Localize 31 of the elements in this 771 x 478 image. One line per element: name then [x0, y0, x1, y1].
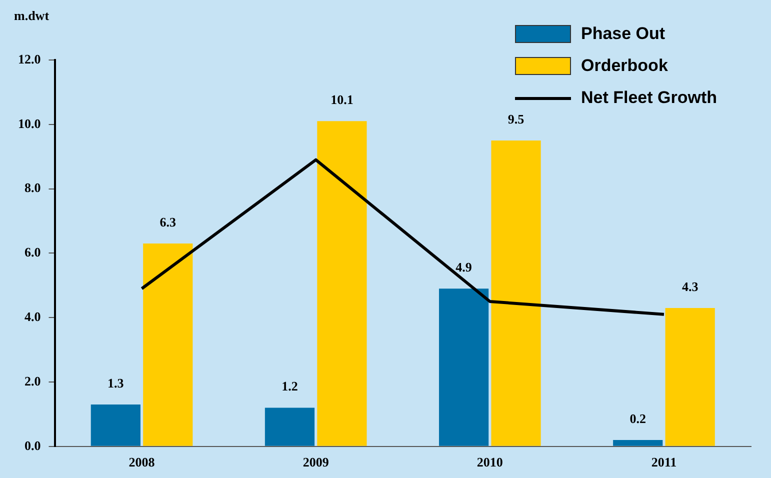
bar: [143, 244, 193, 446]
data-label: 4.9: [456, 259, 472, 274]
y-tick-label: 6.0: [24, 244, 41, 260]
data-label: 0.2: [630, 410, 646, 426]
bar: [438, 288, 489, 446]
y-tick-label: 8.0: [24, 180, 41, 196]
x-tick-label: 2008: [128, 454, 156, 470]
x-tick-label: 2011: [651, 454, 677, 470]
bar: [90, 404, 140, 446]
bar: [613, 440, 663, 446]
x-tick-label: 2009: [302, 454, 330, 470]
data-label: 9.5: [508, 111, 525, 126]
y-tick-label: 10.0: [18, 116, 41, 131]
data-label: 1.3: [108, 375, 124, 390]
data-label: 6.3: [160, 214, 177, 230]
legend-label: Orderbook: [581, 56, 668, 76]
data-label: 4.3: [682, 278, 699, 294]
legend-label: Phase Out: [581, 24, 666, 44]
bar: [317, 121, 367, 446]
y-axis-title: m.dwt: [14, 8, 50, 24]
y-tick-label: 0.0: [24, 438, 41, 453]
bar: [264, 408, 315, 446]
y-tick-label: 4.0: [24, 308, 41, 324]
data-label: 10.1: [330, 92, 354, 108]
data-label: 1.2: [282, 378, 298, 394]
legend-label: Net Fleet Growth: [581, 88, 718, 108]
bar: [665, 308, 715, 446]
bar: [491, 140, 541, 446]
x-tick-label: 2010: [476, 454, 503, 470]
y-tick-label: 12.0: [18, 51, 41, 66]
y-tick-label: 2.0: [24, 373, 41, 388]
